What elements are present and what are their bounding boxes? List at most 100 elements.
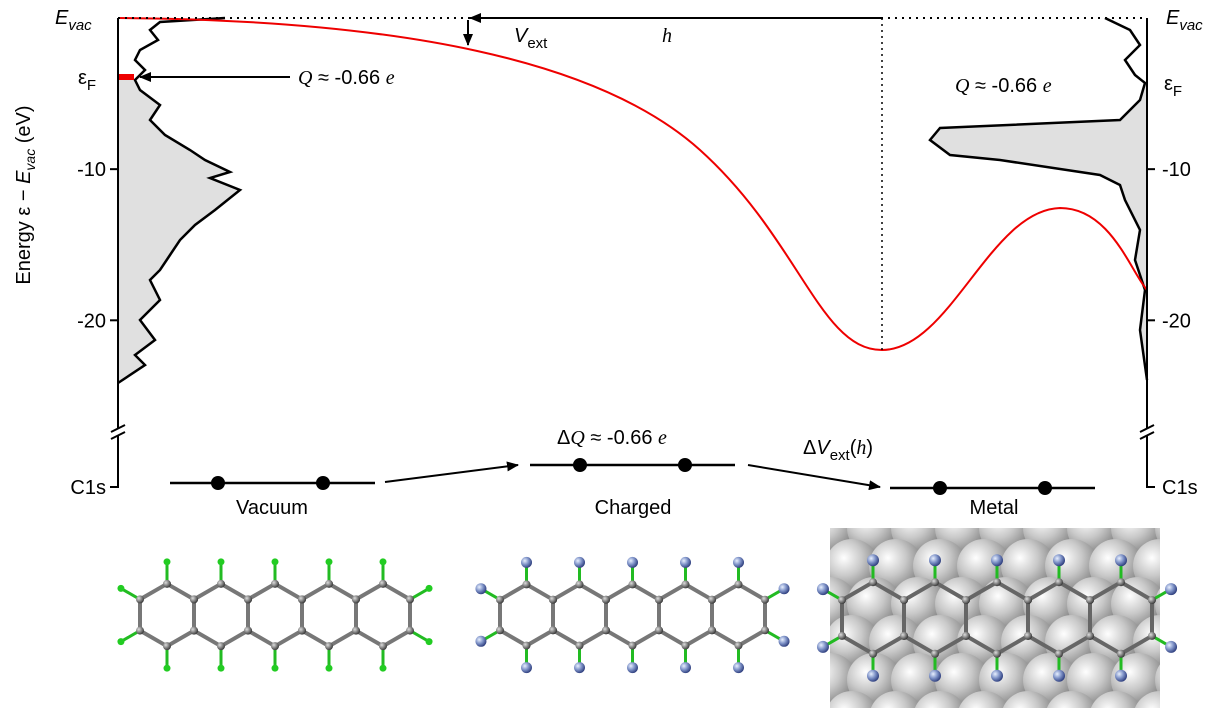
- label-rest: ≈ -0.66: [585, 427, 658, 449]
- charge-label: Q ≈ -0.66 e: [955, 75, 1052, 97]
- bond: [500, 584, 527, 599]
- label-main: E: [1166, 7, 1180, 29]
- carbon-atom: [496, 626, 504, 634]
- bond: [356, 584, 383, 600]
- carbon-atom: [496, 596, 504, 604]
- stage-label: Charged: [595, 497, 672, 519]
- carbon-atom: [549, 626, 557, 634]
- bond: [553, 630, 580, 645]
- carbon-atom: [1086, 596, 1094, 604]
- bond: [739, 630, 766, 645]
- carbon-atom: [244, 595, 252, 603]
- bond: [712, 630, 739, 645]
- substituent-atom: [929, 554, 941, 566]
- bond: [580, 630, 607, 645]
- substituent-atom: [380, 558, 387, 565]
- y-tick-label: -10: [1162, 159, 1191, 181]
- substituent-atom: [817, 583, 829, 595]
- label-sub: F: [1173, 83, 1182, 100]
- substituent-atom: [574, 662, 585, 673]
- molecule: [475, 557, 789, 673]
- bond: [383, 584, 410, 600]
- label-main: E: [55, 7, 69, 29]
- figure: Energy ε − Evac (eV) Evac Evac εF εF Q ≈…: [0, 0, 1228, 715]
- metal-atom: [1177, 539, 1228, 593]
- label-unit: e: [1043, 75, 1052, 97]
- carbon-atom: [602, 596, 610, 604]
- carbon-atom: [136, 627, 144, 635]
- carbon-atom: [900, 632, 908, 640]
- y-tick-label: -20: [1162, 310, 1191, 332]
- metal-atom: [1177, 691, 1228, 715]
- bond: [140, 584, 167, 600]
- label-close: ): [866, 437, 873, 459]
- fermi-level-label: εF: [1164, 73, 1182, 100]
- axis-title-part: E: [13, 170, 35, 184]
- axis-title-part: Energy ε −: [13, 184, 35, 285]
- carbon-atom: [1148, 596, 1156, 604]
- substituent-atom: [867, 554, 879, 566]
- stage-label: Metal: [970, 497, 1019, 519]
- carbon-atom: [838, 632, 846, 640]
- height-label: h: [662, 25, 672, 47]
- carbon-atom: [271, 642, 279, 650]
- substituent-atom: [218, 558, 225, 565]
- carbon-atom: [298, 627, 306, 635]
- carbon-atom: [629, 580, 637, 588]
- carbon-atom: [900, 596, 908, 604]
- substituent-atom: [627, 662, 638, 673]
- substituent-atom: [574, 557, 585, 568]
- bond: [221, 631, 248, 647]
- substituent-atom: [1165, 641, 1177, 653]
- vacuum-level-label: Evac: [1166, 7, 1203, 34]
- carbon-atom: [655, 596, 663, 604]
- bond: [248, 631, 275, 647]
- carbon-atom: [406, 595, 414, 603]
- carbon-atom: [838, 596, 846, 604]
- label-main: ε: [78, 67, 87, 89]
- substituent-atom: [326, 558, 333, 565]
- carbon-atom: [1117, 650, 1125, 658]
- bond: [383, 631, 410, 647]
- bond: [356, 631, 383, 647]
- carbon-atom: [523, 580, 531, 588]
- carbon-atom: [931, 650, 939, 658]
- substituent-atom: [521, 557, 532, 568]
- substituent-atom: [426, 638, 433, 645]
- substituent-atom: [117, 585, 124, 592]
- bond: [739, 584, 766, 599]
- substituent-atom: [779, 636, 790, 647]
- substituent-atom: [733, 662, 744, 673]
- vacuum-level-label: Evac: [55, 7, 92, 34]
- bond: [248, 584, 275, 600]
- y-tick-label: -20: [77, 310, 106, 332]
- carbon-atom: [271, 580, 279, 588]
- carbon-atom: [244, 627, 252, 635]
- carbon-atom: [682, 580, 690, 588]
- substituent-atom: [929, 670, 941, 682]
- substituent-atom: [1115, 670, 1127, 682]
- label-sub: F: [87, 77, 96, 94]
- dos-fill-left: [118, 80, 240, 383]
- bond: [302, 631, 329, 647]
- metal-atom: [1177, 615, 1228, 669]
- core-level-label: C1s: [70, 477, 106, 499]
- bond: [659, 630, 686, 645]
- carbon-atom: [1086, 632, 1094, 640]
- substituent-atom: [426, 585, 433, 592]
- substituent-atom: [272, 665, 279, 672]
- bond: [633, 630, 660, 645]
- carbon-atom: [655, 626, 663, 634]
- substituent-atom: [867, 670, 879, 682]
- core-level-label: C1s: [1162, 477, 1198, 499]
- bond: [527, 584, 554, 599]
- charge-label: Q ≈ -0.66 e: [298, 67, 395, 89]
- potential-curve: [118, 18, 1147, 350]
- bond: [194, 631, 221, 647]
- substituent-atom: [218, 665, 225, 672]
- charge-transfer-label: ΔQ ≈ -0.66 e: [557, 427, 667, 449]
- carbon-atom: [406, 627, 414, 635]
- substituent-atom: [164, 665, 171, 672]
- carbon-atom: [993, 650, 1001, 658]
- carbon-atom: [379, 642, 387, 650]
